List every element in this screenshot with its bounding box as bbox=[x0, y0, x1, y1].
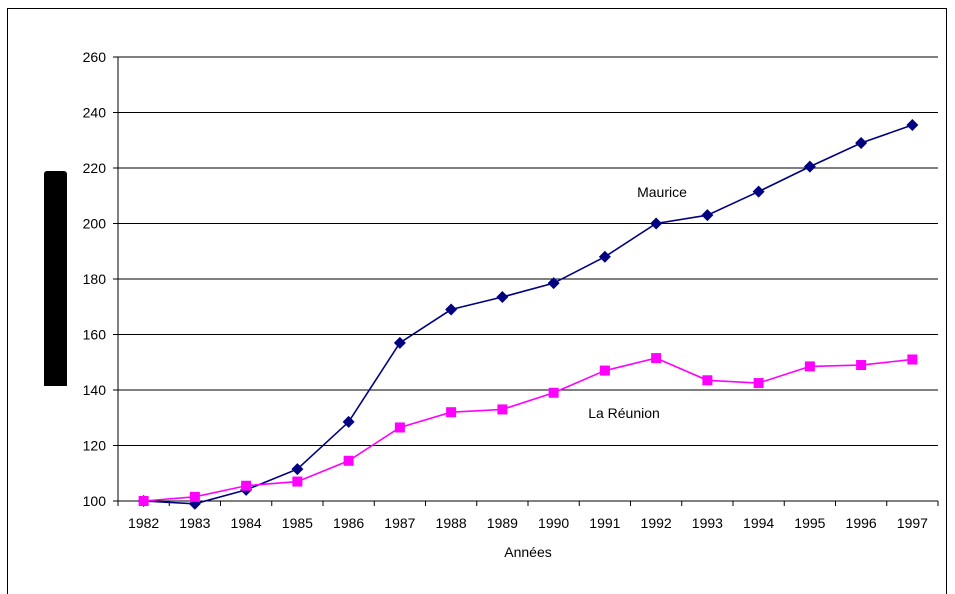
y-tick-label-100: 100 bbox=[83, 493, 107, 509]
data-point-0-1987 bbox=[393, 336, 406, 349]
x-tick-label-1983: 1983 bbox=[179, 515, 210, 531]
series-line-0 bbox=[143, 124, 913, 505]
data-point-1-1993 bbox=[702, 375, 713, 386]
series-line-1 bbox=[143, 357, 913, 502]
data-point-1-1987 bbox=[394, 422, 405, 433]
x-tick-labels: 1982 1983 1984 1985 1986 1987 1988 1989 1990 1991… bbox=[128, 515, 928, 531]
data-point-1-1988 bbox=[446, 407, 457, 418]
data-point-1-1984 bbox=[241, 480, 252, 491]
data-point-1-1982 bbox=[138, 496, 149, 506]
y-tick-labels: 100 120 140 160 180 200 220 240 260 bbox=[83, 49, 107, 509]
series-lines bbox=[137, 118, 919, 510]
x-tick-label-1990: 1990 bbox=[538, 515, 569, 531]
x-tick-label-1993: 1993 bbox=[692, 515, 723, 531]
data-point-0-1991 bbox=[598, 250, 611, 263]
y-tick-label-200: 200 bbox=[83, 216, 107, 232]
y-tick-label-180: 180 bbox=[83, 271, 107, 287]
y-tick-label-140: 140 bbox=[83, 382, 107, 398]
x-tick-label-1985: 1985 bbox=[282, 515, 313, 531]
data-point-1-1983 bbox=[189, 491, 200, 502]
data-point-0-1989 bbox=[496, 291, 509, 304]
x-tick-label-1991: 1991 bbox=[589, 515, 620, 531]
x-tick-label-1995: 1995 bbox=[794, 515, 825, 531]
axes bbox=[113, 56, 939, 506]
data-point-0-1997 bbox=[906, 118, 919, 131]
data-point-1-1990 bbox=[548, 387, 559, 398]
data-point-0-1993 bbox=[701, 209, 714, 222]
data-point-0-1994 bbox=[752, 185, 765, 198]
data-point-0-1992 bbox=[650, 217, 663, 230]
x-tick-label-1984: 1984 bbox=[231, 515, 262, 531]
x-tick-label-1989: 1989 bbox=[487, 515, 518, 531]
x-tick-label-1986: 1986 bbox=[333, 515, 364, 531]
y-tick-label-160: 160 bbox=[83, 327, 107, 343]
y-tick-label-240: 240 bbox=[83, 105, 107, 121]
series-label-maurice: Maurice bbox=[637, 184, 687, 200]
x-tick-label-1994: 1994 bbox=[743, 515, 774, 531]
chart-frame bbox=[7, 8, 947, 594]
series-label-la-reunion: La Réunion bbox=[588, 405, 660, 421]
data-point-1-1994 bbox=[753, 378, 764, 389]
x-tick-label-1982: 1982 bbox=[128, 515, 159, 531]
data-point-1-1991 bbox=[599, 365, 610, 376]
data-point-1-1996 bbox=[856, 360, 867, 371]
x-tick-label-1988: 1988 bbox=[436, 515, 467, 531]
data-point-1-1995 bbox=[804, 361, 815, 372]
y-tick-label-120: 120 bbox=[83, 438, 107, 454]
data-point-1-1992 bbox=[651, 353, 662, 364]
redacted-axis-label bbox=[44, 171, 67, 386]
data-point-0-1995 bbox=[803, 160, 816, 173]
x-tick-label-1992: 1992 bbox=[641, 515, 672, 531]
data-point-0-1988 bbox=[445, 303, 458, 316]
data-point-1-1997 bbox=[907, 354, 918, 365]
data-point-1-1989 bbox=[497, 404, 508, 415]
x-tick-label-1997: 1997 bbox=[897, 515, 928, 531]
y-tick-label-260: 260 bbox=[83, 49, 107, 65]
data-point-0-1986 bbox=[342, 415, 355, 428]
y-tick-label-220: 220 bbox=[83, 160, 107, 176]
x-tick-label-1996: 1996 bbox=[846, 515, 877, 531]
data-point-1-1985 bbox=[292, 476, 303, 487]
data-point-0-1985 bbox=[291, 463, 304, 476]
data-point-0-1990 bbox=[547, 277, 560, 290]
x-tick-label-1987: 1987 bbox=[384, 515, 415, 531]
x-axis-label: Années bbox=[504, 544, 551, 560]
data-point-0-1996 bbox=[855, 137, 868, 150]
data-point-1-1986 bbox=[343, 455, 354, 466]
gridlines bbox=[118, 56, 938, 446]
